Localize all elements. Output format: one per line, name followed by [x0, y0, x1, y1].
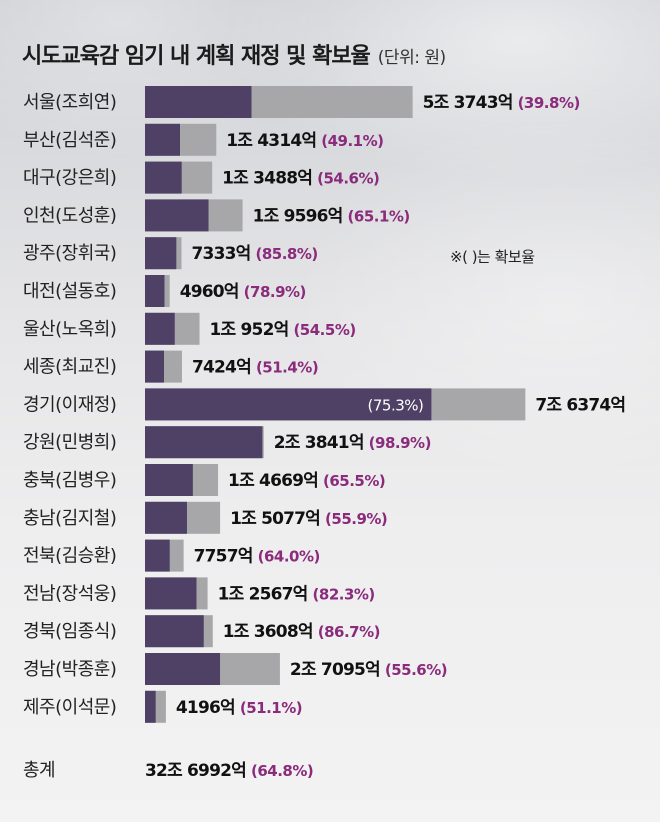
secured-bar	[145, 199, 209, 232]
region-label: 대전(설동호)	[23, 281, 116, 302]
region-label: 전남(장석웅)	[23, 583, 116, 604]
percent-label: (49.1%)	[321, 132, 383, 150]
region-label: 충남(김지철)	[23, 508, 116, 529]
amount-label: 4960억	[180, 282, 239, 302]
percent-label: (82.3%)	[313, 585, 375, 603]
amount-label: 7757억	[194, 547, 253, 567]
percent-label: (75.3%)	[368, 396, 424, 414]
total-percent: (64.8%)	[251, 762, 313, 780]
region-label: 세종(최교진)	[23, 357, 116, 378]
percent-label: (54.5%)	[293, 321, 355, 339]
amount-label: 1조 4669억	[228, 471, 318, 491]
amount-label: 1조 9596억	[253, 206, 343, 226]
percent-label: (51.4%)	[256, 359, 318, 377]
secured-bar	[145, 312, 175, 345]
percent-label: (55.6%)	[385, 661, 447, 679]
secured-bar	[145, 501, 187, 534]
chart-title: 시도교육감 임기 내 계획 재정 및 확보율 (단위: 원)	[22, 38, 446, 70]
amount-label: 1조 3608억	[223, 622, 313, 642]
percent-label: (65.1%)	[348, 207, 410, 225]
region-label: 경남(박종훈)	[23, 659, 116, 680]
secured-bar	[145, 539, 170, 572]
amount-label: 7333억	[192, 244, 251, 264]
percent-label: (86.7%)	[318, 623, 380, 641]
region-label: 서울(조희연)	[23, 92, 116, 113]
secured-bar	[145, 464, 193, 496]
secured-bar	[145, 615, 204, 648]
amount-label: 7424억	[192, 358, 251, 378]
percent-label: (65.5%)	[323, 472, 385, 490]
region-label: 대구(강은희)	[23, 168, 116, 189]
amount-label: 2조 7095억	[290, 660, 380, 680]
percent-label: (85.8%)	[255, 245, 317, 263]
percent-label: (39.8%)	[518, 94, 580, 112]
amount-label: 1조 3488억	[222, 169, 312, 189]
secured-bar	[145, 86, 252, 118]
secured-bar	[145, 577, 197, 610]
region-label: 부산(김석준)	[23, 130, 116, 151]
amount-label: 1조 2567억	[218, 584, 308, 604]
secured-bar	[145, 275, 165, 307]
amount-label: 1조 4314억	[226, 131, 316, 151]
percent-label: (55.9%)	[325, 510, 387, 528]
region-label: 강원(민병희)	[23, 432, 116, 453]
region-label: 제주(이석문)	[23, 697, 116, 718]
percent-label: (64.0%)	[258, 548, 320, 566]
secured-bar	[145, 123, 181, 156]
secured-bar	[145, 653, 221, 685]
region-label: 울산(노옥희)	[23, 319, 116, 340]
chart-title-text: 시도교육감 임기 내 계획 재정 및 확보율	[22, 44, 371, 69]
unit-label: (단위: 원)	[377, 48, 446, 68]
region-label: 광주(장휘국)	[23, 243, 116, 264]
secured-bar	[145, 161, 182, 194]
amount-label: 1조 5077억	[230, 509, 320, 529]
region-label: 인천(도성훈)	[23, 205, 116, 226]
secured-bar	[145, 426, 263, 459]
total-label: 총계	[23, 760, 55, 781]
legend-note: ※( )는 확보율	[450, 248, 535, 266]
total-amount: 32조 6992억	[145, 761, 246, 781]
amount-label: 5조 3743억	[423, 93, 513, 113]
percent-label: (51.1%)	[240, 699, 302, 717]
secured-bar	[145, 388, 432, 421]
secured-bar	[145, 237, 177, 270]
amount-label: 7조 6374억	[535, 395, 625, 415]
region-label: 충북(김병우)	[23, 470, 116, 491]
region-label: 경기(이재정)	[23, 394, 116, 415]
percent-label: (54.6%)	[317, 170, 379, 188]
percent-label: (78.9%)	[244, 283, 306, 301]
region-label: 전북(김승환)	[23, 546, 116, 567]
region-label: 경북(임종식)	[23, 621, 116, 642]
secured-bar	[145, 690, 156, 723]
percent-label: (98.9%)	[369, 434, 431, 452]
amount-label: 4196억	[176, 698, 235, 718]
amount-label: 1조 952억	[210, 320, 289, 340]
secured-bar	[145, 350, 165, 383]
amount-label: 2조 3841억	[274, 433, 364, 453]
